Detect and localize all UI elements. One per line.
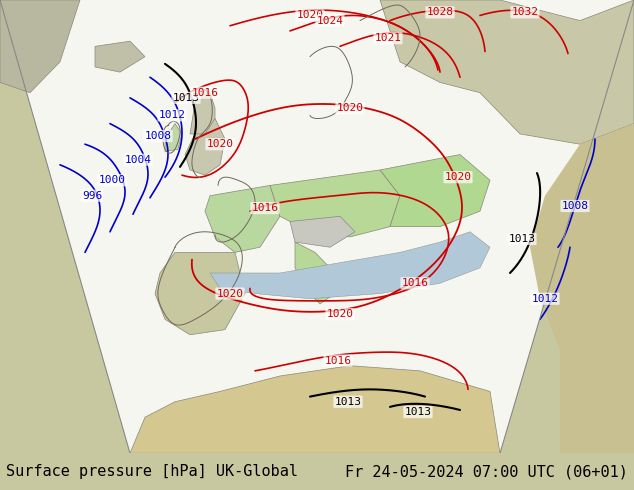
Text: 1016: 1016 <box>252 203 278 213</box>
Text: 1013: 1013 <box>172 93 200 103</box>
Text: 1021: 1021 <box>375 33 401 43</box>
Text: 1020: 1020 <box>216 289 243 298</box>
Polygon shape <box>380 154 490 226</box>
Text: 1012: 1012 <box>531 294 559 304</box>
Text: 1008: 1008 <box>562 201 588 211</box>
Polygon shape <box>530 123 634 453</box>
Polygon shape <box>210 232 490 299</box>
Polygon shape <box>130 366 500 453</box>
Polygon shape <box>155 252 245 335</box>
Polygon shape <box>0 0 634 453</box>
Text: 1008: 1008 <box>145 131 172 141</box>
Text: 1013: 1013 <box>404 407 432 417</box>
Text: 1020: 1020 <box>297 10 323 21</box>
Polygon shape <box>165 123 182 151</box>
Text: 1012: 1012 <box>158 110 186 121</box>
Text: 1032: 1032 <box>512 7 538 17</box>
Text: Fr 24-05-2024 07:00 UTC (06+01): Fr 24-05-2024 07:00 UTC (06+01) <box>345 464 628 479</box>
Text: 1016: 1016 <box>401 278 429 288</box>
Text: 1020: 1020 <box>327 309 354 319</box>
Text: 1024: 1024 <box>316 16 344 25</box>
Polygon shape <box>380 0 634 144</box>
Text: 1016: 1016 <box>191 88 219 98</box>
Text: 1000: 1000 <box>98 175 126 185</box>
Text: 1004: 1004 <box>124 155 152 165</box>
Polygon shape <box>270 170 400 237</box>
Text: 1020: 1020 <box>444 172 472 182</box>
Text: 1028: 1028 <box>427 7 453 17</box>
Polygon shape <box>185 119 225 175</box>
Text: 1020: 1020 <box>337 103 363 113</box>
Text: 996: 996 <box>82 191 102 201</box>
Text: 1020: 1020 <box>207 139 233 149</box>
Polygon shape <box>190 88 215 134</box>
Polygon shape <box>290 216 355 247</box>
Polygon shape <box>295 242 335 304</box>
Polygon shape <box>0 0 80 93</box>
Text: 1013: 1013 <box>335 397 361 407</box>
Text: 1016: 1016 <box>325 356 351 366</box>
Text: 1013: 1013 <box>508 234 536 244</box>
Polygon shape <box>95 41 145 72</box>
Polygon shape <box>205 185 280 252</box>
Text: Surface pressure [hPa] UK-Global: Surface pressure [hPa] UK-Global <box>6 464 299 479</box>
